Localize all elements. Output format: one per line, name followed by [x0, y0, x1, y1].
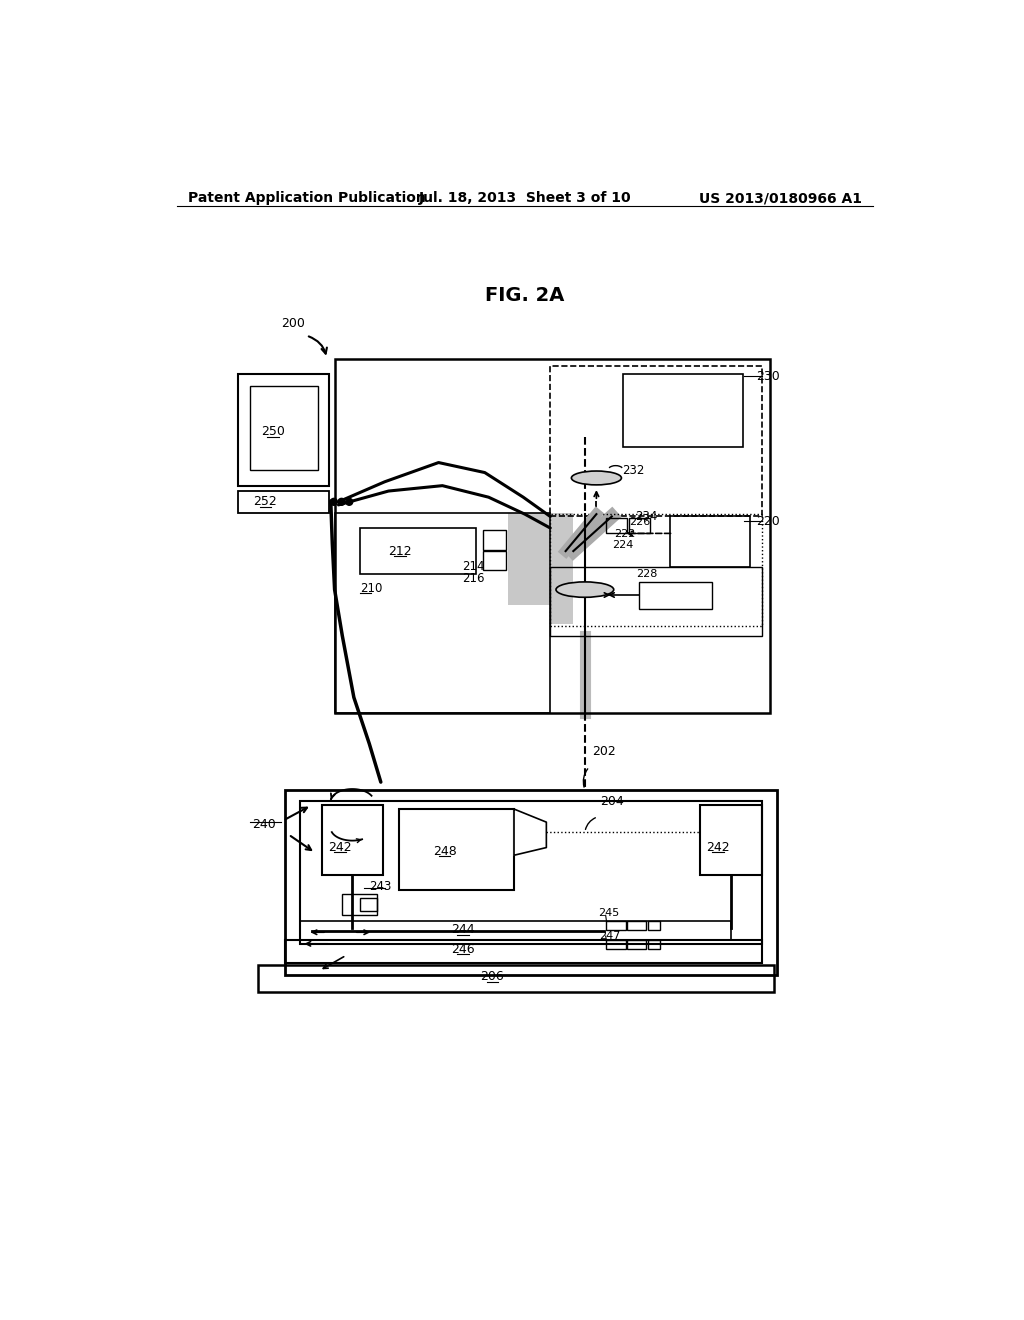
Text: 232: 232	[622, 463, 644, 477]
Bar	[606, 921, 626, 929]
Bar	[335, 512, 550, 713]
Text: 240: 240	[252, 818, 276, 832]
Bar	[483, 552, 506, 570]
Text: 206: 206	[480, 970, 505, 983]
Text: Jul. 18, 2013  Sheet 3 of 10: Jul. 18, 2013 Sheet 3 of 10	[419, 191, 631, 206]
Bar	[300, 801, 762, 944]
Bar	[483, 531, 506, 549]
Text: 242: 242	[707, 841, 730, 854]
Bar	[550, 515, 762, 626]
FancyArrowPatch shape	[584, 768, 588, 787]
Text: 222: 222	[614, 529, 636, 539]
Text: 212: 212	[388, 545, 412, 557]
Text: 234: 234	[635, 510, 657, 523]
Text: 246: 246	[452, 942, 475, 956]
Text: 230: 230	[757, 370, 780, 383]
Text: FIG. 2A: FIG. 2A	[485, 286, 564, 305]
Ellipse shape	[571, 471, 622, 484]
FancyArrowPatch shape	[586, 818, 595, 829]
Bar	[250, 385, 317, 470]
Bar	[628, 940, 646, 949]
Bar	[550, 566, 762, 636]
Bar	[508, 512, 550, 605]
Bar	[398, 809, 514, 890]
Text: 210: 210	[360, 582, 382, 594]
Text: 244: 244	[452, 924, 475, 936]
Text: 220: 220	[757, 515, 780, 528]
Bar	[550, 512, 573, 624]
Circle shape	[346, 499, 352, 506]
Bar	[285, 940, 762, 964]
Text: 245: 245	[598, 908, 620, 917]
Text: 200: 200	[281, 317, 304, 330]
Text: US 2013/0180966 A1: US 2013/0180966 A1	[699, 191, 862, 206]
Bar	[300, 921, 731, 940]
FancyArrowPatch shape	[286, 808, 307, 820]
Bar	[360, 898, 377, 911]
Bar	[624, 374, 742, 447]
Bar	[639, 582, 712, 609]
Bar	[322, 805, 383, 875]
Text: 202: 202	[593, 744, 616, 758]
Ellipse shape	[556, 582, 613, 598]
Text: Patent Application Publication: Patent Application Publication	[188, 191, 426, 206]
Polygon shape	[514, 809, 547, 855]
Bar	[239, 491, 330, 512]
Text: 242: 242	[328, 841, 352, 854]
Text: 243: 243	[370, 880, 391, 894]
Text: 247: 247	[599, 931, 621, 941]
Text: 204: 204	[600, 795, 624, 808]
Bar	[628, 921, 646, 929]
Bar	[700, 805, 762, 875]
Bar	[670, 516, 751, 566]
Bar	[550, 367, 762, 516]
Bar	[335, 359, 770, 713]
Bar	[342, 894, 377, 915]
Bar	[648, 921, 659, 929]
Text: 216: 216	[462, 572, 484, 585]
Circle shape	[331, 499, 337, 506]
Text: 252: 252	[253, 495, 278, 508]
FancyArrowPatch shape	[291, 836, 311, 850]
Bar	[648, 940, 659, 949]
Text: 250: 250	[261, 425, 285, 438]
Bar	[605, 517, 628, 533]
Bar	[606, 940, 626, 949]
Text: 226: 226	[630, 517, 651, 527]
Bar	[258, 965, 773, 993]
Bar	[239, 374, 330, 486]
Bar	[285, 789, 777, 974]
Bar	[360, 528, 475, 574]
Text: 224: 224	[611, 540, 633, 550]
Text: 214: 214	[462, 560, 484, 573]
Text: 248: 248	[433, 845, 457, 858]
Text: 228: 228	[637, 569, 657, 579]
FancyArrowPatch shape	[309, 337, 327, 354]
Circle shape	[338, 499, 345, 506]
Bar	[629, 517, 650, 533]
